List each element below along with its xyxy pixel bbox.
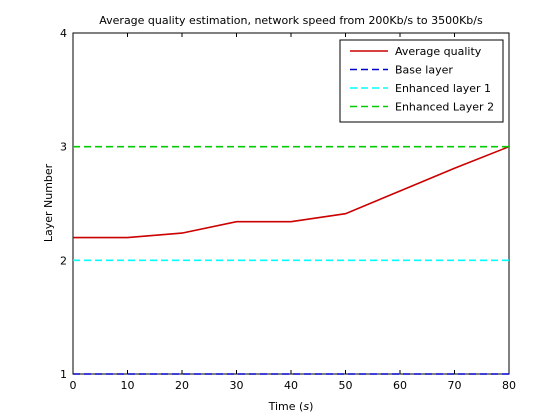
chart-title: Average quality estimation, network spee…: [99, 14, 483, 27]
y-tick-label: 3: [60, 141, 67, 154]
legend-label: Base layer: [395, 64, 453, 77]
legend-label: Enhanced Layer 2: [395, 101, 494, 114]
legend: Average quality Base layer Enhanced layer …: [339, 39, 504, 123]
x-tick-label: 70: [448, 379, 462, 392]
x-tick-label: 20: [175, 379, 189, 392]
x-tick-label: 30: [230, 379, 244, 392]
legend-label: Average quality: [395, 45, 482, 58]
x-tick-label: 60: [393, 379, 407, 392]
x-axis-label-suffix: ): [309, 400, 313, 413]
y-axis-label: Layer Number: [42, 163, 55, 242]
x-tick-label: 50: [339, 379, 353, 392]
x-tick-label: 80: [502, 379, 516, 392]
x-axis-label-prefix: Time (: [268, 400, 304, 413]
x-tick-label: 0: [70, 379, 77, 392]
series-line-0: [73, 145, 510, 239]
legend-label: Enhanced layer 1: [395, 82, 491, 95]
y-tick-label: 2: [60, 254, 67, 267]
x-tick-label: 10: [121, 379, 135, 392]
x-axis-label: Time (s): [268, 400, 314, 413]
y-tick-label: 1: [60, 368, 67, 381]
y-tick-label: 4: [60, 27, 67, 40]
legend-box: [339, 39, 504, 123]
x-axis-label-unit: s: [303, 400, 309, 413]
x-tick-label: 40: [284, 379, 298, 392]
